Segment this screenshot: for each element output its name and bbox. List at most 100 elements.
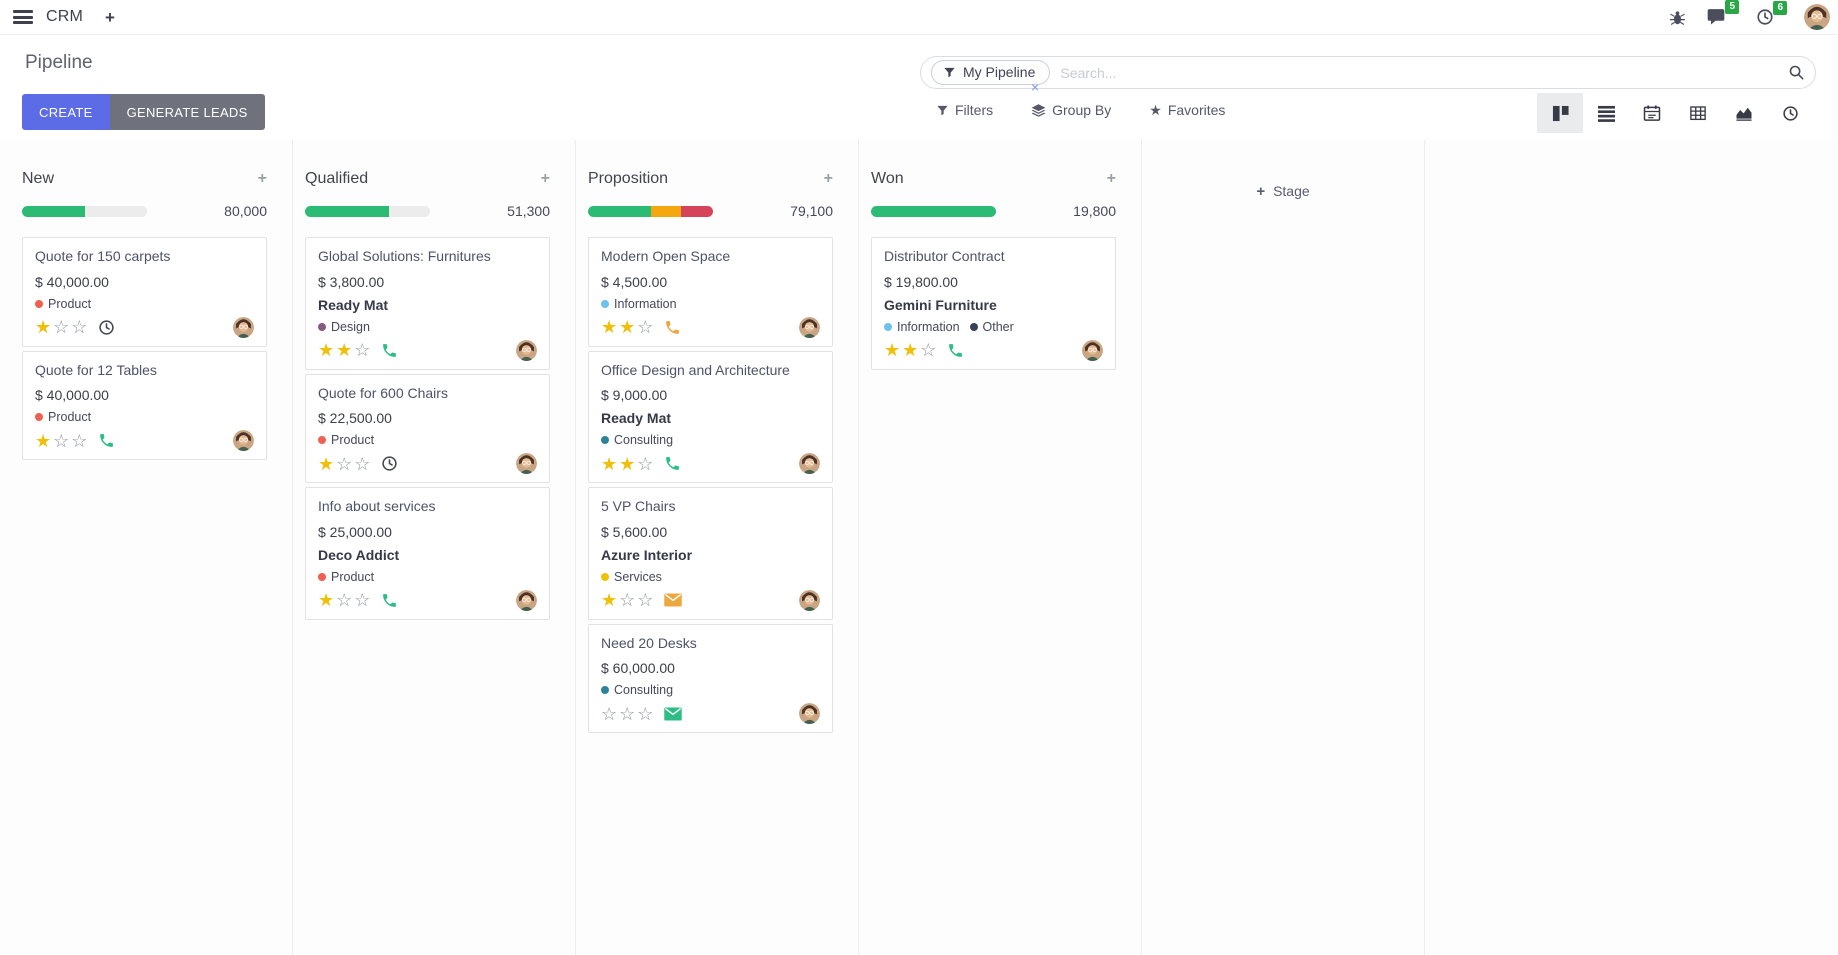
list-view-button[interactable]: [1583, 93, 1629, 133]
kanban-card[interactable]: Office Design and Architecture $ 9,000.0…: [588, 350, 833, 483]
calendar-view-button[interactable]: [1629, 93, 1675, 133]
column-title[interactable]: Proposition: [588, 170, 669, 187]
column-progressbar[interactable]: [22, 205, 147, 217]
phone-icon[interactable]: [664, 455, 681, 472]
add-stage-button[interactable]: + Stage: [1256, 182, 1310, 200]
column-progressbar[interactable]: [871, 205, 996, 217]
activity-clock-icon[interactable]: [381, 455, 398, 472]
card-partner: Gemini Furniture: [884, 296, 997, 313]
debug-bug-icon[interactable]: [1669, 9, 1686, 26]
app-menu-title[interactable]: CRM: [46, 8, 84, 25]
mail-icon[interactable]: [664, 706, 683, 722]
priority-stars[interactable]: ★ ☆ ☆: [318, 590, 373, 610]
kanban-card[interactable]: Modern Open Space $ 4,500.00 Information…: [588, 237, 833, 347]
card-title: Modern Open Space: [601, 248, 731, 264]
card-amount: $ 3,800.00: [318, 273, 385, 290]
activity-view-button[interactable]: [1767, 93, 1813, 133]
mail-icon[interactable]: [664, 592, 683, 608]
avatar: [516, 453, 537, 474]
filters-button[interactable]: Filters: [936, 102, 993, 118]
search-icon[interactable]: [1788, 64, 1805, 81]
priority-stars[interactable]: ★ ☆ ☆: [601, 590, 656, 610]
kanban-card[interactable]: 5 VP Chairs $ 5,600.00 Azure Interior Se…: [588, 487, 833, 620]
column-progressbar[interactable]: [588, 205, 713, 217]
phone-icon[interactable]: [381, 592, 398, 609]
card-title: Quote for 600 Chairs: [318, 384, 448, 401]
column-progressbar[interactable]: [305, 205, 430, 217]
card-amount: $ 60,000.00: [601, 660, 675, 676]
tag: Product: [35, 410, 91, 424]
priority-stars[interactable]: ★ ☆ ☆: [35, 430, 90, 451]
pivot-view-button[interactable]: [1675, 93, 1721, 133]
phone-icon[interactable]: [664, 319, 681, 336]
user-avatar[interactable]: [1804, 4, 1830, 30]
column-title[interactable]: Won: [871, 170, 904, 187]
priority-stars[interactable]: ☆ ☆ ☆: [601, 703, 656, 724]
priority-stars[interactable]: ★ ★ ☆: [601, 317, 656, 337]
tag: Consulting: [601, 683, 673, 697]
column-title[interactable]: New: [22, 170, 55, 187]
priority-stars[interactable]: ★ ★ ☆: [601, 453, 656, 474]
quick-add-icon[interactable]: +: [540, 170, 550, 187]
kanban-column-won: Won + 19,800 Distributor Contract $ 19,8…: [859, 140, 1142, 955]
card-amount: $ 40,000.00: [35, 387, 109, 403]
quick-add-icon[interactable]: +: [257, 170, 267, 187]
kanban-card[interactable]: Quote for 150 carpets $ 40,000.00 Produc…: [22, 237, 267, 347]
avatar: [516, 340, 537, 361]
generate-leads-button[interactable]: GENERATE LEADS: [109, 94, 265, 130]
quick-add-icon[interactable]: +: [823, 170, 833, 187]
layers-icon: [1031, 103, 1046, 117]
tag: Design: [318, 320, 370, 334]
priority-stars[interactable]: ★ ☆ ☆: [35, 317, 90, 337]
card-amount: $ 40,000.00: [35, 273, 109, 290]
facet-label: My Pipeline: [963, 64, 1036, 80]
card-amount: $ 4,500.00: [601, 273, 668, 290]
tag: Product: [318, 570, 374, 584]
apps-menu-icon[interactable]: [13, 10, 33, 24]
kanban-card[interactable]: Info about services $ 25,000.00 Deco Add…: [305, 487, 550, 620]
search-input[interactable]: [1058, 63, 1788, 82]
card-partner: Ready Mat: [318, 296, 389, 313]
card-amount: $ 9,000.00: [601, 387, 668, 403]
kanban-view-button[interactable]: [1537, 93, 1583, 133]
card-title: Global Solutions: Furnitures: [318, 248, 491, 264]
card-title: Need 20 Desks: [601, 634, 697, 651]
phone-icon[interactable]: [947, 342, 964, 359]
phone-icon[interactable]: [381, 342, 398, 359]
group-by-button[interactable]: Group By: [1031, 102, 1111, 118]
activity-clock-icon[interactable]: [98, 319, 115, 336]
favorites-button[interactable]: ★ Favorites: [1149, 102, 1226, 118]
column-total: 79,100: [790, 203, 833, 219]
priority-stars[interactable]: ★ ★ ☆: [318, 340, 373, 360]
kanban-card[interactable]: Quote for 600 Chairs $ 22,500.00 Product…: [305, 373, 550, 483]
column-title[interactable]: Qualified: [305, 170, 369, 187]
tag: Product: [318, 433, 374, 447]
phone-icon[interactable]: [98, 432, 115, 449]
graph-view-button[interactable]: [1721, 93, 1767, 133]
add-tab-icon[interactable]: +: [105, 7, 115, 27]
tag: Information: [884, 320, 960, 334]
kanban-card[interactable]: Distributor Contract $ 19,800.00 Gemini …: [871, 237, 1116, 370]
kanban-card[interactable]: Quote for 12 Tables $ 40,000.00 Product …: [22, 350, 267, 460]
kanban-card[interactable]: Need 20 Desks $ 60,000.00 Consulting ☆ ☆ ☆: [588, 623, 833, 733]
tag: Product: [35, 297, 91, 311]
priority-stars[interactable]: ★ ☆ ☆: [318, 453, 373, 474]
kanban-column-proposition: Proposition + 79,100 Modern Open Space $…: [576, 140, 859, 955]
messages-icon[interactable]: 5: [1706, 0, 1739, 27]
card-amount: $ 5,600.00: [601, 523, 668, 540]
remove-facet-button[interactable]: ×: [1031, 79, 1040, 95]
filter-funnel-icon: [937, 105, 948, 115]
search-facet-my-pipeline[interactable]: My Pipeline: [931, 60, 1051, 85]
avatar: [799, 317, 820, 338]
star-icon: ★: [1149, 102, 1162, 118]
activities-clock-icon[interactable]: 6: [1756, 1, 1787, 26]
search-bar[interactable]: My Pipeline: [920, 56, 1816, 89]
quick-add-icon[interactable]: +: [1106, 170, 1116, 187]
avatar: [516, 590, 537, 611]
kanban-card[interactable]: Global Solutions: Furnitures $ 3,800.00 …: [305, 237, 550, 370]
create-button[interactable]: CREATE: [22, 94, 110, 130]
view-switcher: [1537, 93, 1813, 133]
tag: Other: [969, 320, 1014, 334]
priority-stars[interactable]: ★ ★ ☆: [884, 340, 939, 360]
top-navbar: CRM + 5 6: [0, 0, 1838, 35]
